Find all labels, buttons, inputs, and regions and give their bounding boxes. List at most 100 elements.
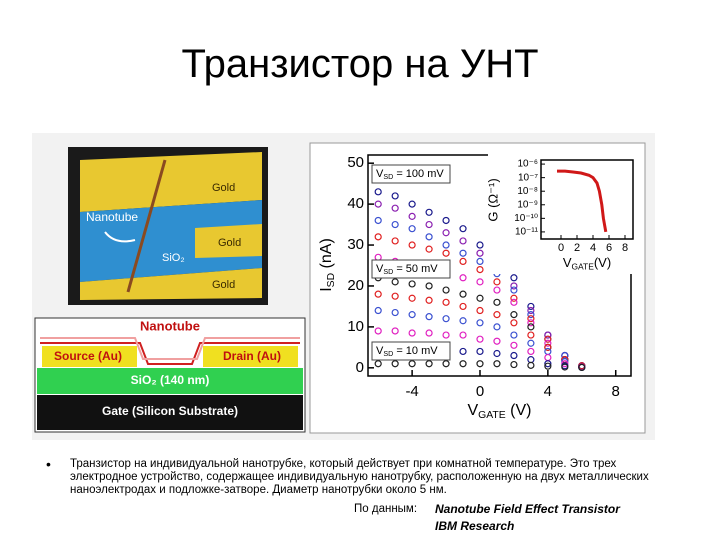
data-point [561,360,569,368]
annotation-sub: SD [383,350,393,358]
device-photo: Gold Gold Gold Nanotube SiO₂ [68,147,268,305]
x-tick-label: -4 [405,383,418,400]
y-tick-label: 40 [347,195,364,212]
data-point [476,294,484,302]
inset-plot-area [540,159,634,240]
data-line [557,169,608,233]
data-point [442,216,450,225]
annotation-sub: SD [383,173,393,181]
nanotube-path [40,342,300,365]
data-point [510,319,518,327]
inset-y-tick-label: 10⁻⁷ [518,172,538,183]
data-point [391,308,399,317]
data-point [510,294,518,302]
data-point [442,249,450,257]
photo-label: Gold [212,279,235,291]
annotation: VSD = 50 mV [376,263,438,276]
data-point [510,351,518,360]
photo-label: Gold [218,237,241,249]
data-point [493,349,501,358]
annotation-main: V [376,263,384,275]
slide-title: Транзистор на УНТ [181,42,539,86]
annotation-box [371,259,451,279]
data-point [493,286,501,294]
nanotube-path [40,337,300,360]
y-axis-label: ISD (nA) [318,238,337,292]
inset-x-tick-label: 2 [574,242,580,254]
data-point [578,363,586,372]
data-point [493,278,501,286]
gold-bottom [80,268,262,300]
data-point [527,361,535,369]
data-point [374,188,382,196]
data-point [442,331,450,339]
nanotube-line [126,159,167,293]
device-diagram: Nanotube Source (Au) Drain (Au) SiO₂ (14… [34,317,306,433]
data-point [425,208,433,216]
bullet-dot: • [46,456,51,472]
data-point [544,339,552,347]
data-point [408,329,416,337]
data-point [527,347,535,356]
data-point [408,294,416,302]
data-point [476,347,484,356]
data-point [442,298,450,306]
data-point [476,360,484,368]
source-title: Nanotube Field Effect Transistor [435,502,620,516]
data-point [476,249,484,257]
data-point [425,233,433,241]
data-point [527,319,535,327]
source-org: IBM Research [435,519,515,533]
data-point [510,274,518,282]
annotation: VSD = 100 mV [376,168,444,181]
data-point [442,360,450,368]
inset-y-tick-label: 10⁻¹⁰ [514,213,538,224]
oxide-layer [37,368,303,394]
data-point [510,360,518,369]
data-point [408,360,416,368]
data-point [544,343,552,351]
data-point [408,225,416,233]
inset-y-axis-label: G (Ω⁻¹) [485,178,500,221]
annotation-rest: = 10 mV [393,345,438,357]
x-tick-label: 0 [476,383,484,400]
data-point [425,220,433,229]
data-point [374,306,382,315]
data-point [459,347,467,356]
x-axis-label-main: V [468,402,479,419]
gate-layer [37,395,303,430]
data-point [391,360,399,368]
data-point [510,286,518,294]
data-point [374,327,382,335]
data-point [374,290,382,298]
data-point [425,360,433,368]
data-point [459,331,467,339]
diagram-label: Drain (Au) [223,349,281,363]
x-axis-label: VGATE (V) [468,402,532,421]
drain-electrode [203,346,298,367]
diagram-label: Source (Au) [54,349,122,363]
data-point [510,298,518,306]
data-point [476,335,484,343]
data-point [459,225,467,233]
inset-y-tick-label: 10⁻⁶ [517,159,538,170]
data-point [408,200,416,208]
data-point [374,216,382,225]
diagram-label: Nanotube [140,318,200,333]
data-point [476,241,484,249]
data-point [442,286,450,294]
data-point [425,245,433,253]
inset-x-tick-label: 0 [558,242,564,254]
inset-x-tick-label: 4 [590,242,596,254]
diagram-label: Gate (Silicon Substrate) [102,404,238,418]
data-point [527,339,535,347]
data-point [374,360,382,368]
y-axis-label-main: I [318,287,335,291]
annotation-rest: = 100 mV [393,168,444,180]
y-axis-label-sub: SD [326,273,337,287]
data-point [544,360,552,368]
data-point [391,237,399,245]
data-point [544,362,552,370]
